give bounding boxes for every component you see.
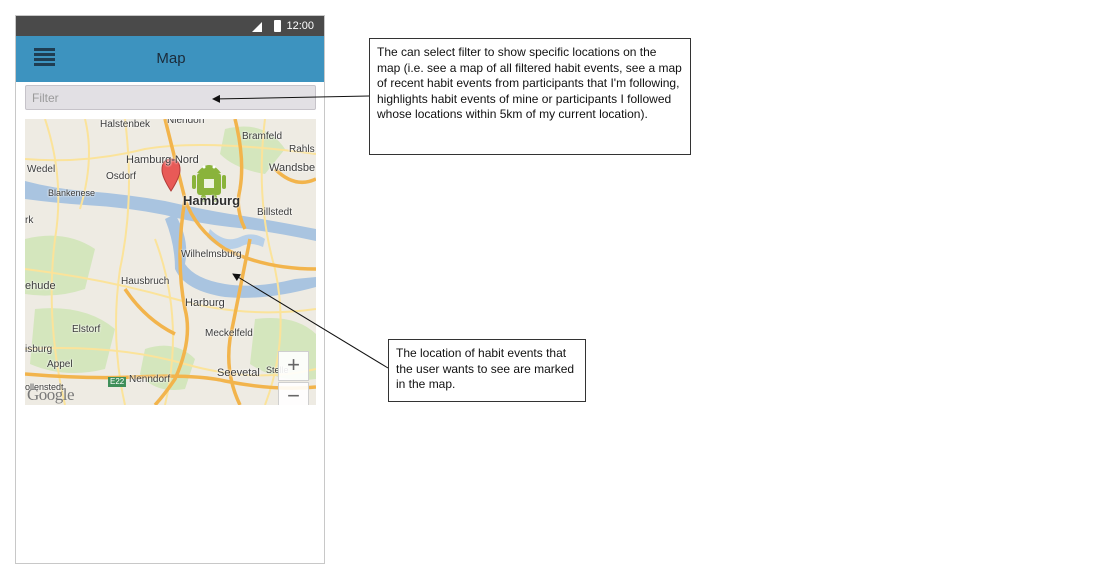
zoom-out-button[interactable]: − — [278, 382, 309, 405]
map-label-isburg: isburg — [25, 344, 53, 355]
map-label-hamburg-nord: Hamburg-Nord — [126, 154, 199, 166]
map-label-meckelfeld: Meckelfeld — [205, 328, 253, 339]
map-annotation: The location of habit events that the us… — [388, 339, 586, 402]
map-label-harburg: Harburg — [185, 297, 225, 309]
map-label-billstedt: Billstedt — [257, 207, 293, 218]
filter-annotation: The can select filter to show specific l… — [369, 38, 691, 155]
map-label-stelle: Stelle — [266, 365, 289, 375]
status-bar: 12:00 — [16, 16, 324, 36]
map-label-wedel: Wedel — [27, 164, 56, 175]
map-label-rahls: Rahls — [289, 144, 315, 155]
map-label-hamburg: Hamburg — [183, 193, 241, 208]
map-label-bramfeld: Bramfeld — [242, 131, 283, 142]
map-label-blankenese: Blankenese — [48, 188, 96, 198]
map-label-elstorf: Elstorf — [72, 324, 101, 335]
map-label-wilhelmsburg: Wilhelmsburg — [181, 249, 242, 260]
page-title: Map — [156, 50, 186, 67]
zoom-in-button[interactable]: + — [278, 351, 309, 381]
signal-icon — [252, 22, 262, 32]
filter-input[interactable] — [25, 85, 316, 110]
map-label-niendorf: Niendorf — [167, 119, 205, 126]
app-bar: Map — [16, 36, 324, 82]
map-tiles — [25, 119, 316, 405]
phone-screen: 12:00 Map — [15, 15, 325, 564]
map-label-ollenstedt: ollenstedt — [25, 382, 64, 392]
status-time: 12:00 — [286, 20, 314, 32]
menu-icon[interactable] — [34, 48, 55, 66]
map-label-nenndorf: Nenndorf — [129, 374, 171, 385]
map-label-ehude: ehude — [25, 280, 56, 292]
map-label-osdorf: Osdorf — [106, 171, 137, 182]
road-badge-e22: E22 — [108, 377, 127, 387]
map-label-seevetal: Seevetal — [217, 367, 260, 379]
map-label-rk: rk — [25, 215, 34, 226]
battery-icon — [274, 20, 281, 32]
map-label-halstenbek: Halstenbek — [100, 119, 151, 130]
google-logo: Google — [27, 385, 75, 404]
map-label-appel: Appel — [47, 359, 73, 370]
map-view[interactable]: Halstenbek Niendorf Bramfeld Rahls Hambu… — [25, 119, 316, 405]
map-label-wandsbek: Wandsbe — [269, 162, 316, 174]
map-label-hausbruch: Hausbruch — [121, 276, 170, 287]
